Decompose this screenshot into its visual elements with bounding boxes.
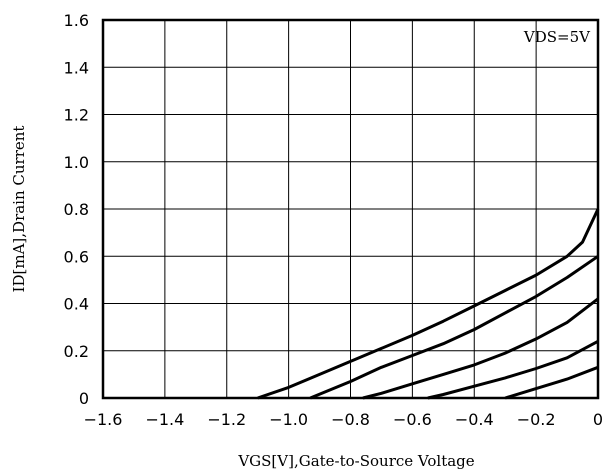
- x-axis-label: VGS[V],Gate-to-Source Voltage: [237, 452, 474, 470]
- curve-5: [504, 365, 599, 400]
- y-axis-label: ID[mA],Drain Current: [10, 126, 28, 293]
- curve-4: [427, 339, 599, 400]
- x-tick-label: −1.0: [269, 410, 308, 429]
- y-tick-label: 0.4: [64, 295, 89, 314]
- x-tick-label: −0.8: [331, 410, 370, 429]
- x-tick-label: −1.4: [145, 410, 184, 429]
- curve-2: [309, 255, 599, 400]
- y-tick-label: 0.8: [64, 200, 89, 219]
- x-tick-label: −1.6: [84, 410, 123, 429]
- x-tick-label: −1.2: [207, 410, 246, 429]
- x-tick-label: −0.6: [393, 410, 432, 429]
- y-tick-label: 0: [79, 389, 89, 408]
- y-tick-label: 1.6: [64, 11, 89, 30]
- y-tick-label: 1.0: [64, 153, 89, 172]
- plot-frame: [101, 18, 600, 400]
- x-tick-label: 0: [593, 410, 602, 429]
- y-tick-label: 1.4: [64, 58, 89, 77]
- x-tick-label: −0.4: [455, 410, 494, 429]
- x-axis-ticks: −1.6 −1.4 −1.2 −1.0 −0.8 −0.6 −0.4 −0.2 0: [84, 410, 602, 429]
- curves: [257, 208, 600, 400]
- curve-1: [257, 208, 600, 400]
- y-tick-label: 0.6: [64, 247, 89, 266]
- curve-3: [362, 297, 599, 400]
- y-tick-label: 0.2: [64, 342, 89, 361]
- vds-annotation: VDS=5V: [523, 28, 591, 46]
- grid: [102, 19, 599, 399]
- y-axis-ticks: 0 0.2 0.4 0.6 0.8 1.0 1.2 1.4 1.6: [64, 11, 89, 408]
- x-tick-label: −0.2: [517, 410, 556, 429]
- y-tick-label: 1.2: [64, 106, 89, 125]
